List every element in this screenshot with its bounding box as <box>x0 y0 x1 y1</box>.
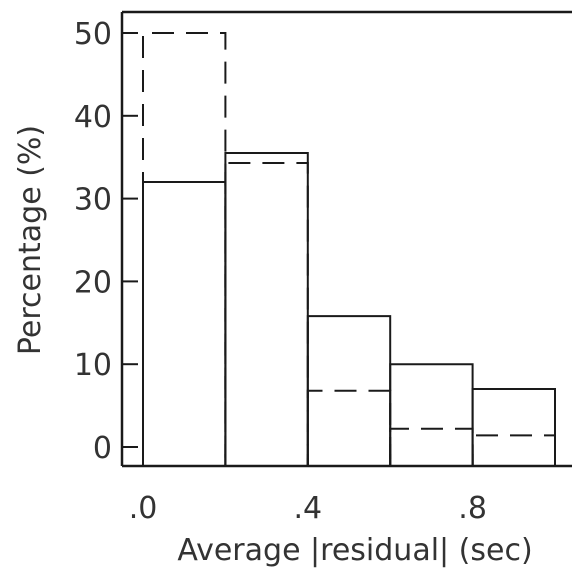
histogram-bars <box>142 32 556 466</box>
x-tick-label-.0: .0 <box>129 491 158 526</box>
plot-axes <box>120 10 572 468</box>
bar-solid-2 <box>224 152 309 466</box>
bar-dashed-1 <box>142 32 227 466</box>
x-tick-label-.4: .4 <box>293 491 322 526</box>
y-tick-label-20: 20 <box>74 265 112 300</box>
x-axis-label: Average |residual| (sec) <box>177 533 532 568</box>
y-axis-label: Percentage (%) <box>13 125 48 355</box>
y-tick-label-30: 30 <box>74 183 112 218</box>
bar-solid-4 <box>389 363 474 466</box>
bar-dashed-4 <box>389 427 474 466</box>
bar-solid-5 <box>471 388 556 466</box>
y-tick-label-10: 10 <box>74 348 112 383</box>
series-dashed <box>142 32 556 466</box>
y-tick-label-50: 50 <box>74 17 112 52</box>
x-tick-label-.8: .8 <box>458 491 487 526</box>
series-solid <box>142 152 556 466</box>
axis-ticks: 0 10 20 30 40 50 .0 .4 .8 <box>74 17 556 526</box>
y-tick-label-40: 40 <box>74 100 112 135</box>
bar-dashed-5 <box>471 434 556 466</box>
y-tick-label-0: 0 <box>93 431 112 466</box>
bar-solid-1 <box>142 181 227 466</box>
bar-dashed-2 <box>224 161 309 466</box>
bar-dashed-3 <box>306 389 392 466</box>
